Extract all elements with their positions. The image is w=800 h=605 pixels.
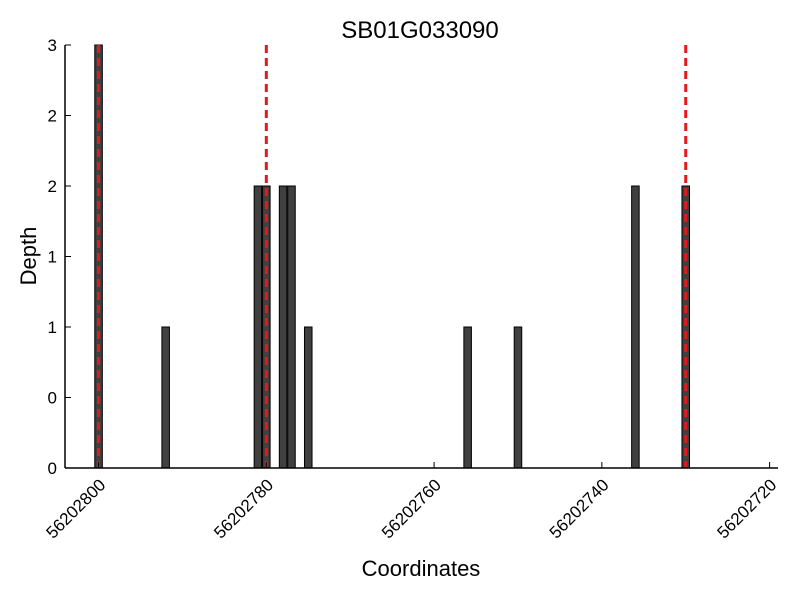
- y-tick-label-6: 3: [48, 36, 57, 55]
- depth-bar-9: [631, 185, 640, 469]
- depth-bar-6: [303, 326, 313, 469]
- depth-bar-8: [513, 326, 523, 469]
- y-tick-label-5: 2: [48, 107, 57, 126]
- y-tick-label-0: 0: [48, 459, 57, 478]
- y-tick-label-1: 0: [48, 389, 57, 408]
- depth-bar-4: [278, 185, 288, 469]
- depth-bar-7: [463, 326, 472, 469]
- y-axis-label: Depth: [16, 227, 41, 286]
- x-tick-label-0: 56202800: [42, 475, 109, 542]
- y-tick-label-2: 1: [48, 318, 57, 337]
- bars-layer: [94, 44, 691, 469]
- depth-bar-2: [253, 185, 263, 469]
- x-tick-label-3: 56202740: [546, 475, 613, 542]
- chart-title: SB01G033090: [341, 17, 498, 44]
- x-tick-label-2: 56202760: [378, 475, 445, 542]
- x-tick-label-1: 56202780: [210, 475, 277, 542]
- depth-bar-5: [287, 185, 296, 469]
- depth-bar-1: [161, 326, 170, 469]
- y-tick-label-3: 1: [48, 248, 57, 267]
- x-tick-label-4: 56202720: [714, 475, 781, 542]
- reference-lines-layer: [97, 45, 688, 468]
- x-axis-label: Coordinates: [362, 556, 481, 581]
- axes-layer: 0 0 1 1 2 2 3 56202800 56202780 56202760 56202740 5…: [42, 36, 780, 542]
- y-tick-label-4: 2: [48, 177, 57, 196]
